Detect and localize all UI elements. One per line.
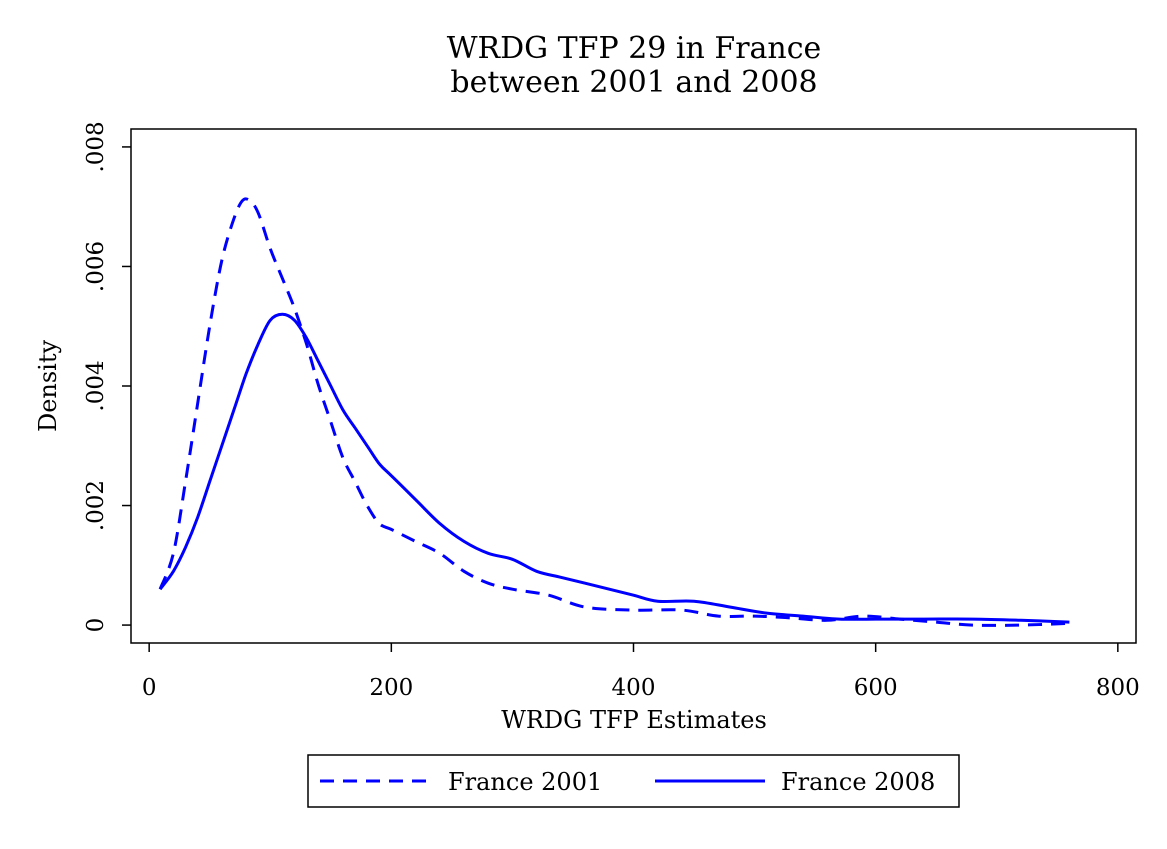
legend-label-france-2001: France 2001 bbox=[448, 768, 602, 796]
x-tick-label: 200 bbox=[369, 675, 413, 701]
series-line-france-2008 bbox=[158, 312, 1070, 624]
series-layer bbox=[158, 197, 1070, 627]
x-tick-label: 0 bbox=[142, 675, 157, 701]
chart-title-line2: between 2001 and 2008 bbox=[450, 65, 817, 100]
x-axis: 0 200 400 600 800 bbox=[142, 643, 1140, 701]
legend: France 2001 France 2008 bbox=[307, 754, 960, 808]
x-axis-label: WRDG TFP Estimates bbox=[501, 706, 767, 734]
x-tick-label: 600 bbox=[854, 675, 898, 701]
y-tick-label: .002 bbox=[83, 480, 109, 531]
chart-title-line1: WRDG TFP 29 in France bbox=[447, 31, 822, 66]
y-tick-label: .006 bbox=[83, 241, 109, 292]
x-tick-label: 400 bbox=[612, 675, 656, 701]
legend-label-france-2008: France 2008 bbox=[781, 768, 935, 796]
series-line-france-2001 bbox=[158, 197, 1070, 627]
y-axis: 0 .002 .004 .006 .008 bbox=[83, 121, 131, 632]
y-tick-label: .004 bbox=[83, 360, 109, 411]
y-tick-label: .008 bbox=[83, 121, 109, 172]
legend-box bbox=[307, 754, 960, 808]
y-tick-label: 0 bbox=[83, 618, 109, 633]
y-axis-label: Density bbox=[34, 340, 62, 433]
x-tick-label: 800 bbox=[1096, 675, 1140, 701]
